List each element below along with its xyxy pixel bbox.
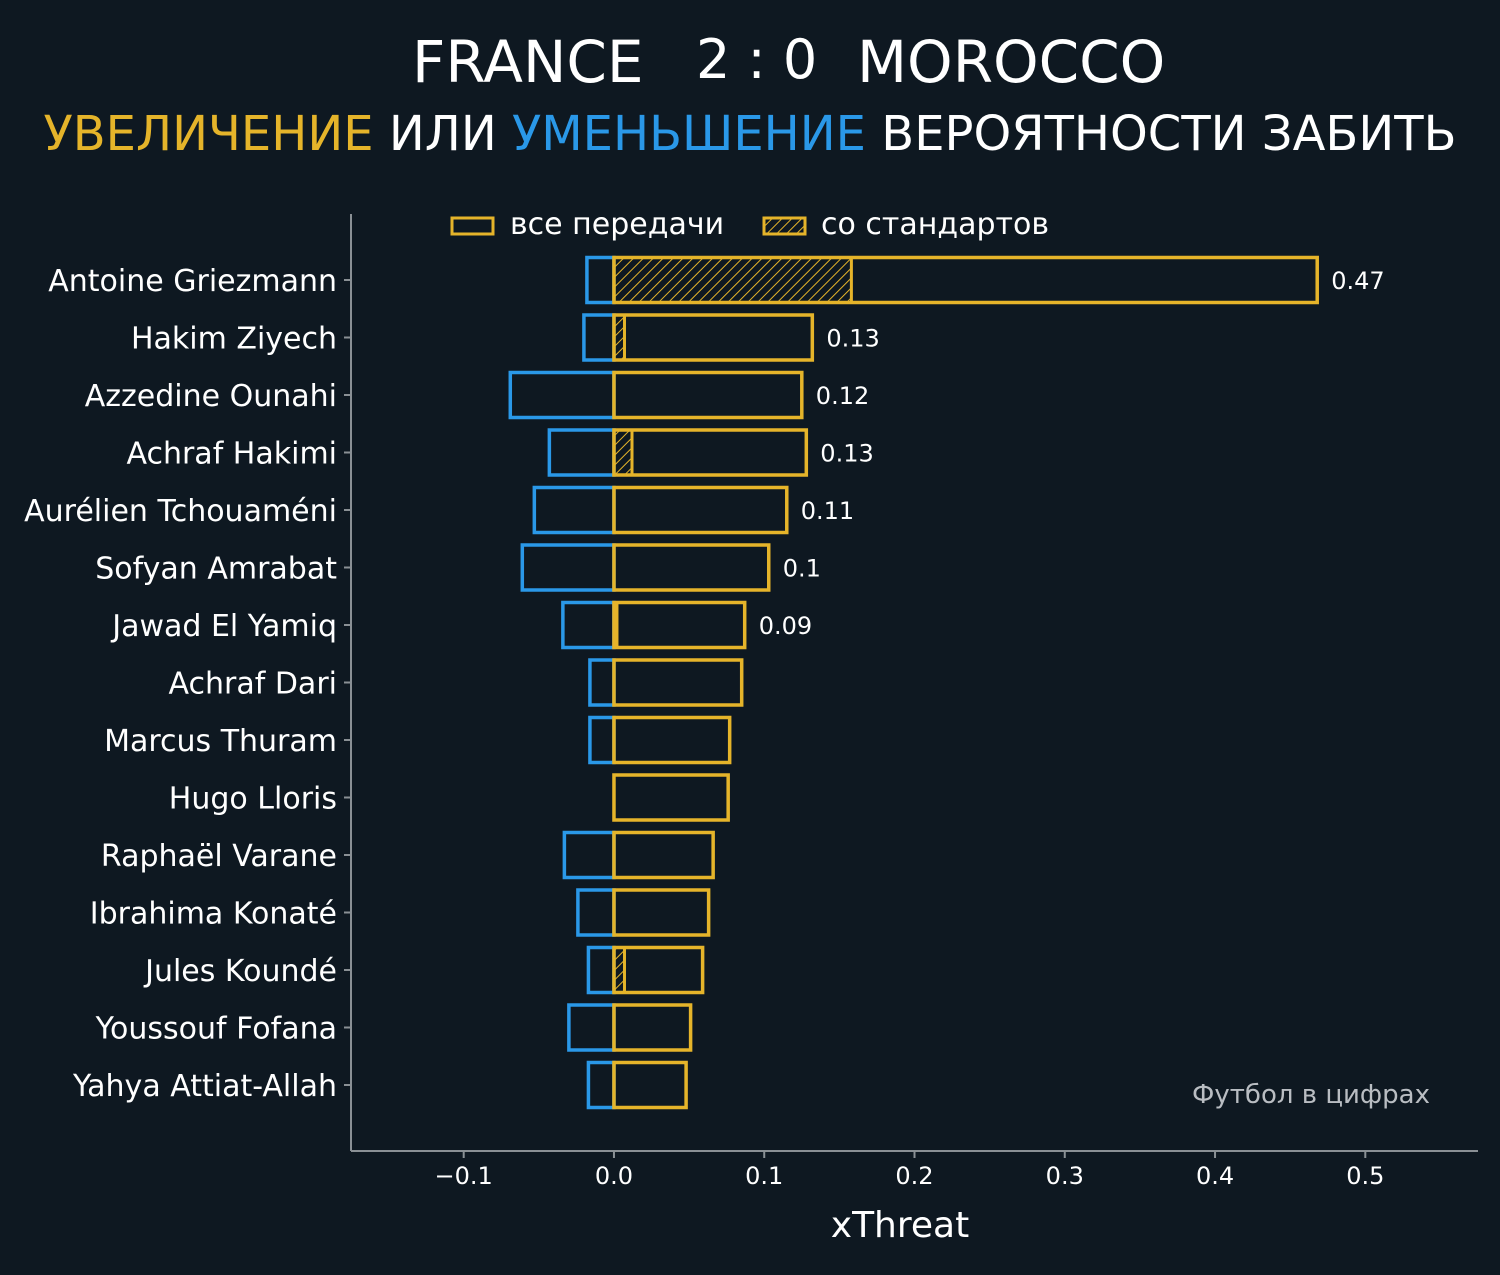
increase-bar <box>612 370 804 420</box>
increase-bar <box>612 830 715 880</box>
match-title: FRANCE 2 : 0 MOROCCO <box>0 28 1500 98</box>
subtitle-increase: УВЕЛИЧЕНИЕ <box>43 106 374 162</box>
decrease-bar <box>585 255 616 305</box>
y-tick-label: Aurélien Tchouaméni <box>24 494 337 529</box>
data-label: 0.09 <box>759 612 812 640</box>
increase-bar <box>612 485 789 535</box>
decrease-bar <box>586 1060 616 1110</box>
x-axis-label: xThreat <box>831 1205 969 1246</box>
y-tick-label: Achraf Hakimi <box>126 437 337 472</box>
y-tick-label: Azzedine Ounahi <box>85 379 337 414</box>
increase-bar <box>612 543 771 592</box>
y-tick-label: Sofyan Amrabat <box>95 552 337 587</box>
increase-bar <box>612 888 711 937</box>
x-tick-label: 0.4 <box>1196 1162 1234 1190</box>
increase-bar <box>612 428 809 477</box>
data-label: 0.47 <box>1331 267 1384 295</box>
decrease-bar <box>586 945 616 995</box>
data-label: 0.11 <box>801 497 854 525</box>
decrease-bar <box>508 370 616 420</box>
x-tick-label: −0.1 <box>435 1162 493 1190</box>
decrease-bar <box>532 485 616 535</box>
decrease-bar <box>582 313 616 362</box>
legend-swatch-all-passes <box>450 216 495 236</box>
chart-subtitle: УВЕЛИЧЕНИЕ ИЛИ УМЕНЬШЕНИЕ ВЕРОЯТНОСТИ ЗА… <box>0 106 1500 162</box>
x-tick-label: 0.5 <box>1346 1162 1384 1190</box>
away-team-name: MOROCCO <box>857 28 1166 96</box>
increase-bar <box>612 715 732 765</box>
y-tick-label: Achraf Dari <box>169 667 337 702</box>
bars-layer <box>508 255 1319 1110</box>
y-tick-label: Jawad El Yamiq <box>110 609 337 644</box>
legend-label-all-passes: все передачи <box>510 207 724 242</box>
legend-swatch-set-pieces <box>762 216 807 236</box>
increase-bar <box>612 600 747 650</box>
y-tick-label: Yahya Attiat-Allah <box>72 1069 337 1104</box>
increase-bar <box>612 1060 688 1110</box>
y-tick-label: Jules Koundé <box>143 954 337 989</box>
x-tick-label: 0.1 <box>745 1162 783 1190</box>
decrease-bar <box>547 428 616 477</box>
increase-bar <box>612 773 730 822</box>
y-tick-label: Youssouf Fofana <box>95 1012 337 1047</box>
y-tick-label: Hakim Ziyech <box>131 322 337 357</box>
data-label: 0.13 <box>820 440 873 468</box>
decrease-bar <box>588 658 616 707</box>
increase-bar <box>612 945 705 995</box>
increase-bar <box>612 1003 693 1052</box>
axes-layer <box>344 214 1478 1158</box>
increase-bar <box>612 658 744 707</box>
data-label: 0.12 <box>816 382 869 410</box>
x-tick-label: 0.0 <box>595 1162 633 1190</box>
legend: все передачи со стандартов <box>450 207 1049 242</box>
data-label: 0.1 <box>783 555 821 583</box>
y-tick-label: Raphaël Varane <box>101 839 337 874</box>
y-tick-label: Hugo Lloris <box>169 782 337 817</box>
labels-layer: 0.47 Antoine Griezmann 0.13 Hakim Ziyech 0.1… <box>24 264 1385 1190</box>
decrease-bar <box>520 543 616 592</box>
y-tick-label: Ibrahima Konaté <box>90 897 337 932</box>
x-tick-label: 0.3 <box>1046 1162 1084 1190</box>
set-piece-bar <box>612 256 853 304</box>
subtitle-decrease: УМЕНЬШЕНИЕ <box>512 106 866 162</box>
decrease-bar <box>576 888 616 937</box>
legend-label-set-pieces: со стандартов <box>821 207 1049 242</box>
y-tick-label: Antoine Griezmann <box>48 264 337 299</box>
watermark: Футбол в цифрах <box>1192 1080 1430 1110</box>
x-tick-label: 0.2 <box>895 1162 933 1190</box>
increase-bar <box>612 255 1319 305</box>
set-piece-bar <box>612 428 634 477</box>
decrease-bar <box>588 715 616 765</box>
home-team-name: FRANCE <box>412 28 644 96</box>
data-label: 0.13 <box>826 325 879 353</box>
subtitle-rest: ВЕРОЯТНОСТИ ЗАБИТЬ <box>881 106 1457 162</box>
increase-bar <box>612 313 815 362</box>
decrease-bar <box>561 600 616 650</box>
decrease-bar <box>567 1003 616 1052</box>
match-score: 2 : 0 <box>696 28 818 91</box>
decrease-bar <box>562 830 616 880</box>
y-tick-label: Marcus Thuram <box>104 724 337 759</box>
subtitle-or: ИЛИ <box>388 106 497 162</box>
